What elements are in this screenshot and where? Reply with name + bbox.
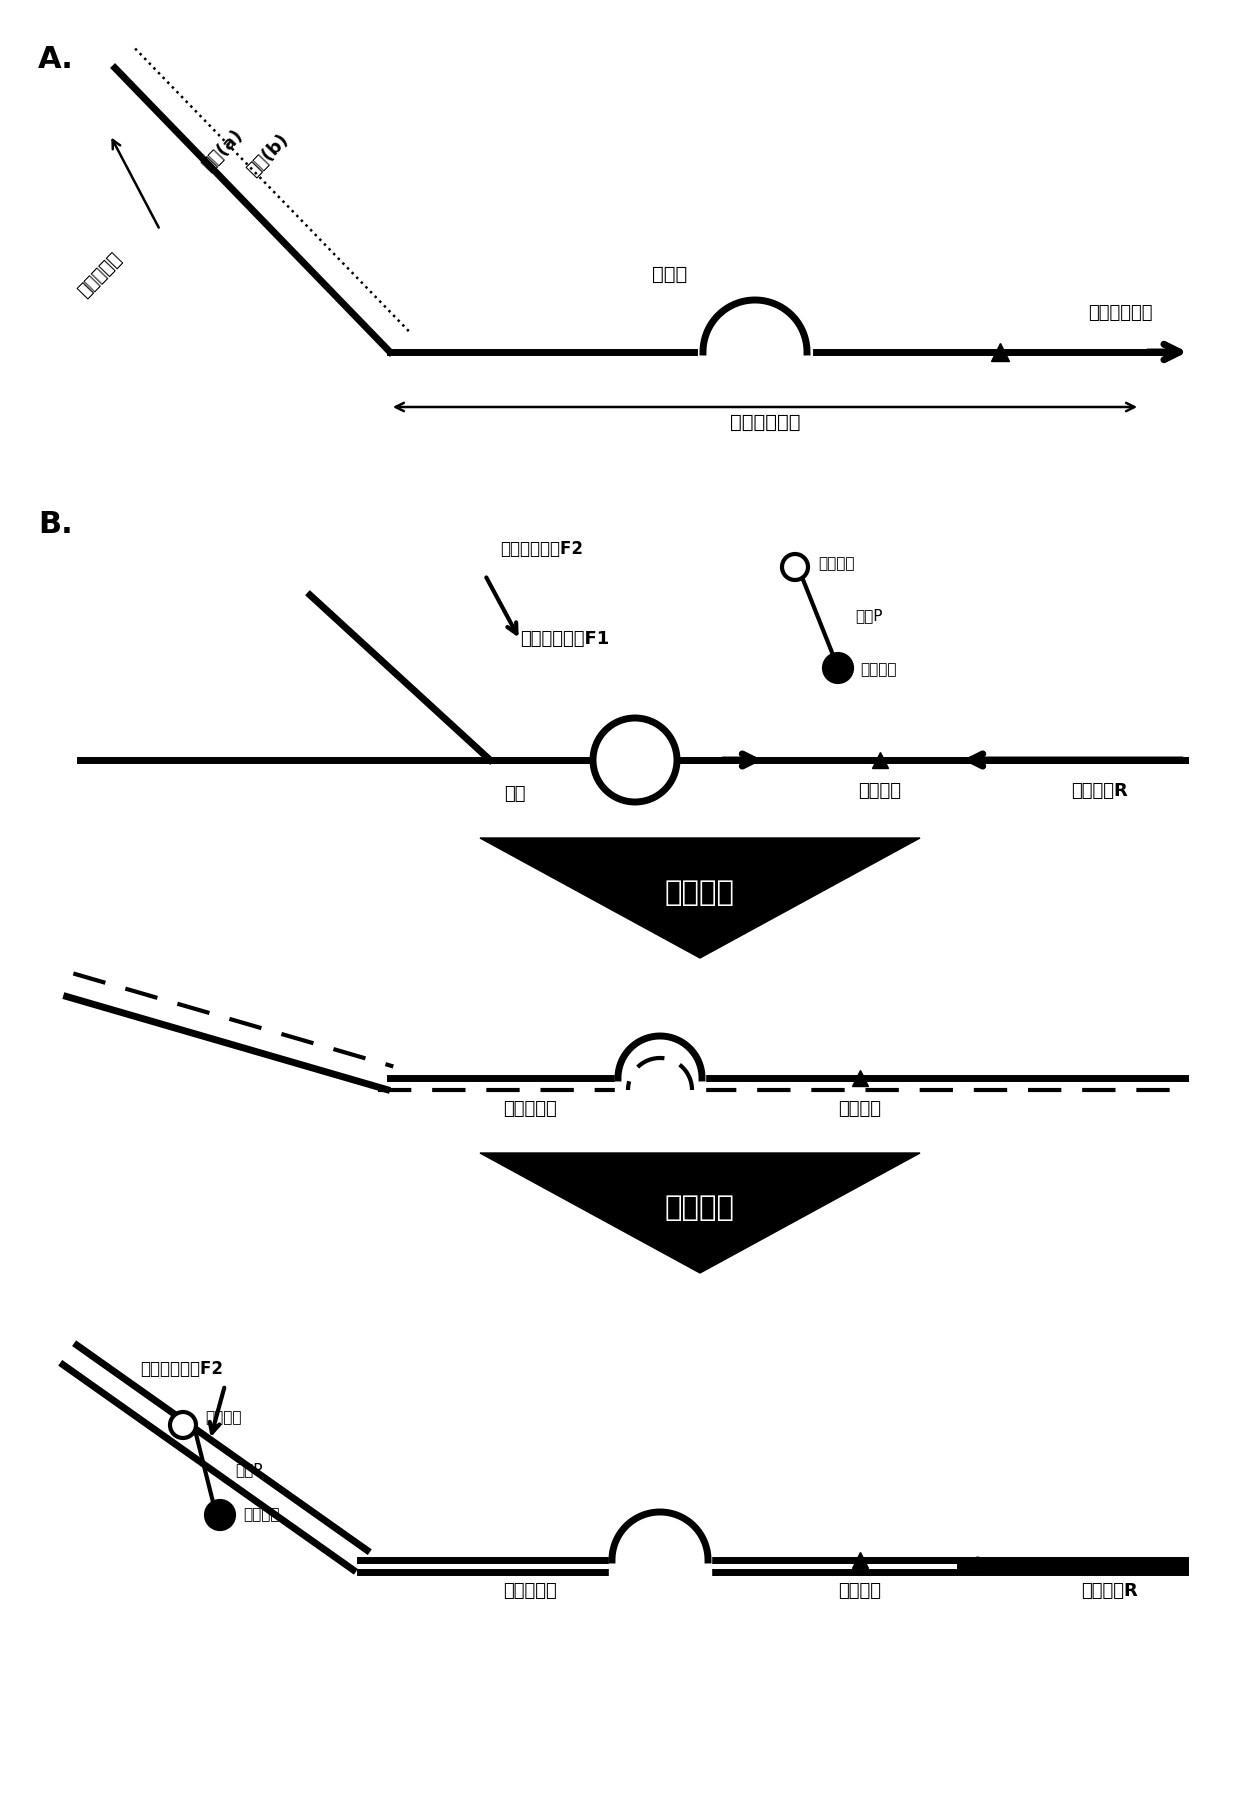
Text: 淬灭基团: 淬灭基团 <box>243 1508 279 1522</box>
Text: 突变位点: 突变位点 <box>858 783 901 801</box>
Circle shape <box>170 1412 196 1439</box>
Text: B.: B. <box>38 509 73 538</box>
Text: 突变位点: 突变位点 <box>838 1100 882 1118</box>
Text: 序列(b): 序列(b) <box>243 130 291 179</box>
Text: 错配区: 错配区 <box>652 265 688 284</box>
Text: 模板: 模板 <box>505 785 526 803</box>
Text: 模板富集后: 模板富集后 <box>503 1100 557 1118</box>
Text: 第二正向引物F2: 第二正向引物F2 <box>500 540 583 558</box>
Text: 序列(a): 序列(a) <box>198 125 247 174</box>
Text: 第二正向引物F2: 第二正向引物F2 <box>140 1361 223 1377</box>
Text: 靶序列结合区: 靶序列结合区 <box>730 413 800 431</box>
Text: 扩增决定位点: 扩增决定位点 <box>1087 304 1152 323</box>
Circle shape <box>593 718 677 803</box>
Text: 反向引物R: 反向引物R <box>1071 783 1128 801</box>
Text: 第一正向引物F1: 第一正向引物F1 <box>520 631 609 649</box>
Text: 探针P: 探针P <box>236 1462 263 1477</box>
Text: A.: A. <box>38 45 74 74</box>
Polygon shape <box>480 1152 920 1274</box>
Text: 突变位点: 突变位点 <box>838 1582 882 1600</box>
Text: 模板富集: 模板富集 <box>665 879 735 908</box>
Text: 上游稳固区: 上游稳固区 <box>74 250 125 301</box>
Text: 反向引物R: 反向引物R <box>1081 1582 1138 1600</box>
Circle shape <box>782 554 808 580</box>
Text: 荧光基团: 荧光基团 <box>818 556 854 571</box>
Polygon shape <box>480 837 920 959</box>
Text: 淬灭基团: 淬灭基团 <box>861 663 897 678</box>
Text: 探针P: 探针P <box>856 609 883 623</box>
Text: 荧光基团: 荧光基团 <box>205 1410 242 1426</box>
Circle shape <box>825 654 852 681</box>
Text: 模板富集后: 模板富集后 <box>503 1582 557 1600</box>
Text: 靶标检测: 靶标检测 <box>665 1194 735 1221</box>
Circle shape <box>206 1500 234 1529</box>
